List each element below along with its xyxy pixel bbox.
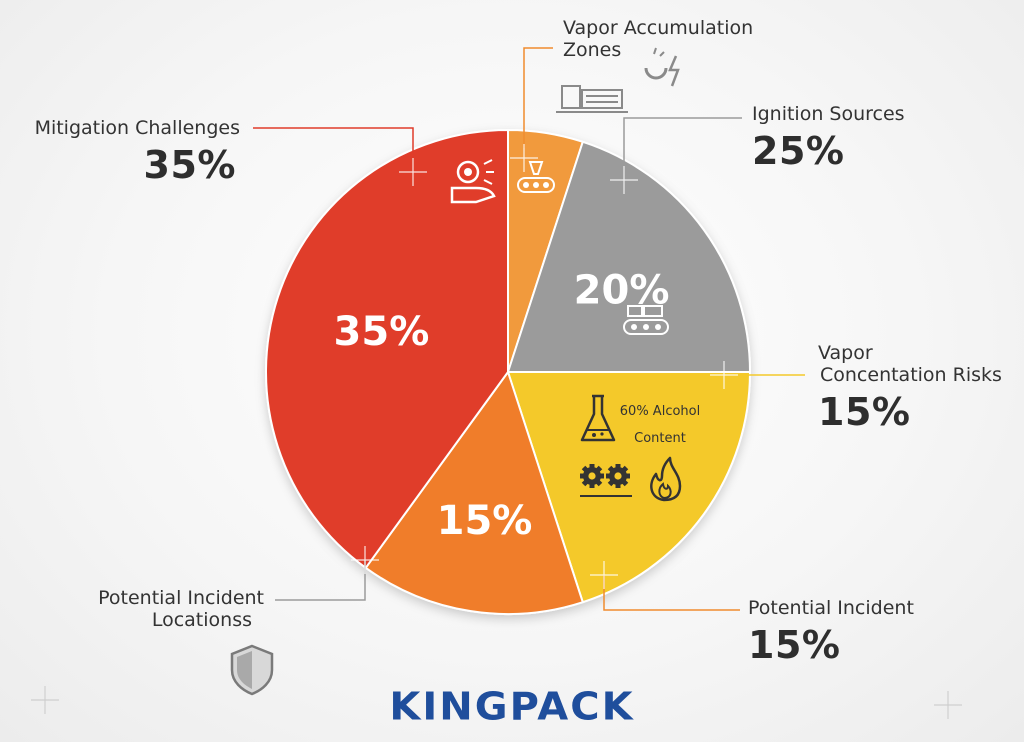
callout-name: Vapor Accumulation: [563, 17, 754, 39]
crosshair-marker: [590, 561, 618, 589]
magnet-spark-icon: [644, 47, 680, 87]
callout-name: Potential Incident: [748, 597, 914, 619]
shield-icon: [230, 644, 274, 696]
leader-line: [623, 117, 742, 185]
leader-line: [275, 560, 366, 601]
callout-potential-incident: Potential Incident 15%: [748, 597, 914, 668]
flame-icon: [650, 456, 682, 502]
annotation-alcohol: 60% Alcohol Content: [620, 404, 700, 446]
annotation-line: 60% Alcohol: [620, 404, 700, 419]
crosshair-marker: [934, 691, 962, 719]
callout-vapor-concentation: Vapor Concentation Risks 15%: [818, 342, 1002, 434]
callout-vapor-accumulation: Vapor Accumulation Zones: [563, 17, 754, 62]
callout-percent: 25%: [752, 128, 845, 173]
pie-icons: 60% Alcohol Content: [230, 47, 700, 696]
slice-label-potential-incident: 15%: [437, 498, 533, 544]
pie-slice-vapor-concentation: [506, 371, 752, 604]
crosshair-marker: [399, 158, 427, 186]
leader-line: [253, 127, 414, 172]
callout-potential-incident-locations: Potential Incident Locationss: [88, 587, 264, 632]
conveyor-icon: [623, 305, 669, 335]
callout-percent: 15%: [748, 622, 841, 667]
crosshair-marker: [710, 361, 738, 389]
pie-slices: [265, 128, 752, 615]
callout-name: Concentation Risks: [820, 363, 1002, 386]
conveyor-icon: [517, 161, 555, 193]
callout-name: Ignition Sources: [752, 103, 905, 125]
annotation-line: Content: [634, 431, 686, 446]
slice-label-mitigation-challenges: 35%: [334, 309, 430, 355]
callout-name: Mitigation Challenges: [34, 117, 240, 139]
crosshair-marker: [351, 546, 379, 574]
leader-line: [523, 47, 553, 148]
callout-mitigation-challenges: Mitigation Challenges 35%: [22, 117, 240, 188]
callout-name: Locationss: [151, 608, 252, 631]
pie-slice-mitigation-challenges: [265, 128, 509, 570]
brand-logo: KINGPACK: [389, 685, 635, 729]
crosshair-marker: [31, 686, 59, 714]
callout-ignition-sources: Ignition Sources 25%: [752, 103, 905, 174]
slice-labels: 20%15%35%: [334, 267, 670, 544]
callout-percent: 35%: [143, 142, 236, 187]
callout-name: Zones: [563, 38, 622, 61]
crosshair-marker: [610, 166, 638, 194]
callout-percent: 15%: [818, 389, 911, 434]
pie-slice-ignition-sources: [506, 140, 752, 373]
flask-icon: [580, 394, 616, 442]
pie-slice-potential-incident: [364, 369, 585, 615]
callout-name: Potential Incident: [98, 587, 264, 609]
machine-icon: [556, 85, 628, 113]
eye-hand-icon: [450, 159, 496, 204]
crosshair-marker: [510, 144, 538, 172]
leader-lines: [31, 47, 962, 719]
callout-name: Vapor: [818, 342, 873, 364]
gears-icon: [580, 464, 632, 497]
